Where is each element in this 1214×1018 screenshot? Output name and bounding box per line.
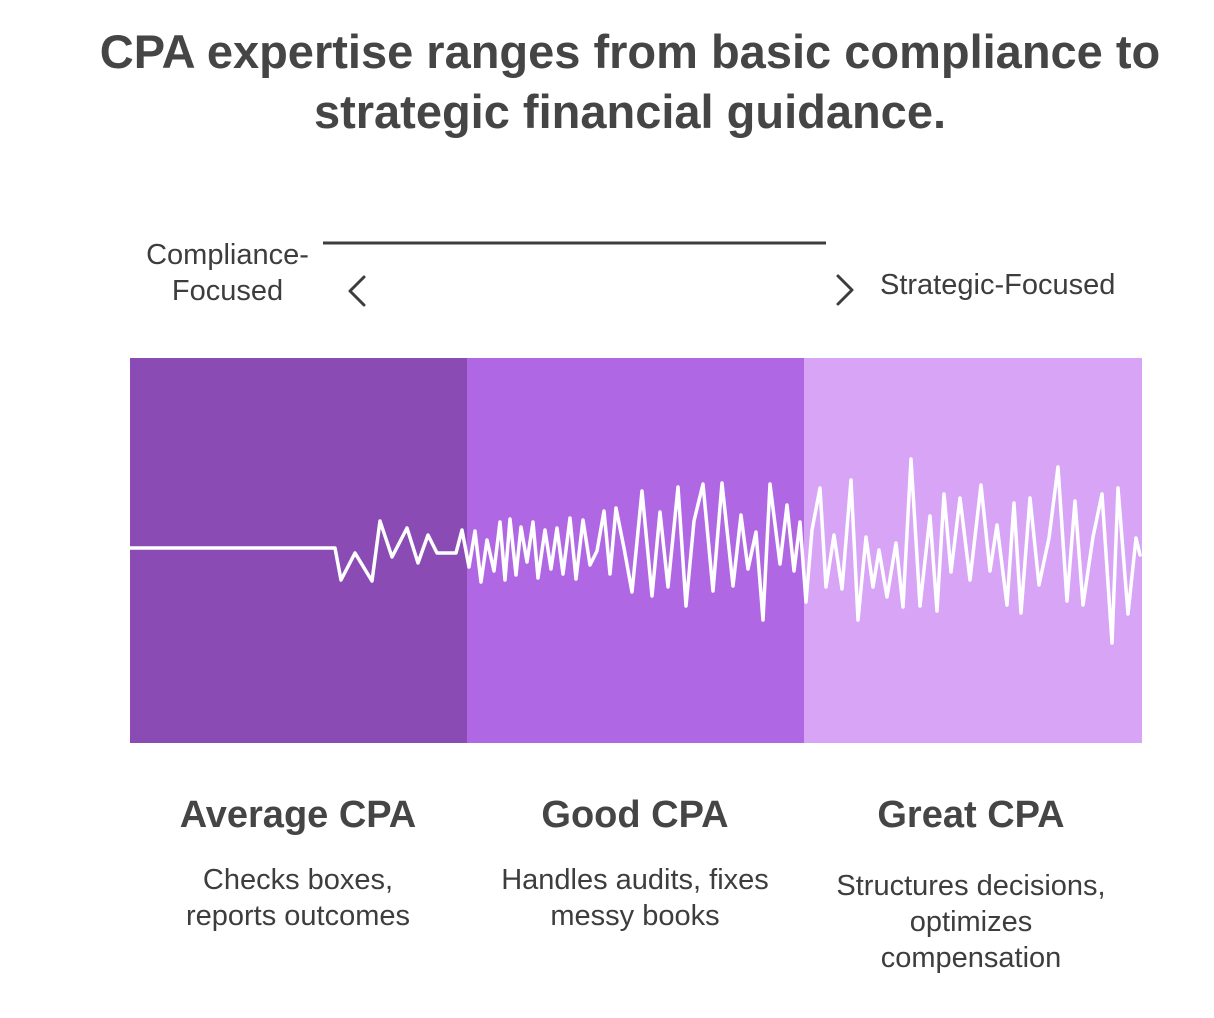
column-great-cpa: Great CPA Structures decisions, optimize…	[806, 790, 1136, 976]
title-line-2: strategic financial guidance.	[313, 85, 947, 138]
column-description-line: compensation	[880, 942, 1062, 974]
column-heading: Good CPA	[541, 794, 729, 836]
axis-left-label-line-1: Compliance-	[146, 239, 309, 271]
column-good-cpa: Good CPA Handles audits, fixes messy boo…	[470, 790, 800, 934]
column-heading: Great CPA	[877, 794, 1065, 836]
title-line-1: CPA expertise ranges from basic complian…	[99, 25, 1161, 78]
band-average-cpa	[130, 358, 467, 743]
column-description-line: reports outcomes	[185, 900, 411, 932]
axis-left-label: Compliance- Focused	[130, 237, 325, 309]
column-heading: Average CPA	[179, 794, 417, 836]
column-description-line: optimizes	[909, 906, 1033, 938]
column-description-line: Handles audits, fixes	[501, 864, 769, 896]
page-title: CPA expertise ranges from basic complian…	[40, 22, 1214, 142]
column-description-line: Structures decisions,	[836, 870, 1106, 902]
axis-graphic	[323, 241, 854, 307]
axis-right-label: Strategic-Focused	[880, 269, 1116, 301]
signal-wave	[128, 457, 1142, 645]
column-description: Structures decisions, optimizes compensa…	[806, 868, 1136, 976]
signal-wave-graphic	[0, 0, 1214, 760]
column-description: Handles audits, fixes messy books	[470, 862, 800, 934]
column-description-line: messy books	[550, 900, 720, 932]
chevron-right-icon	[836, 274, 854, 306]
column-description: Checks boxes, reports outcomes	[133, 862, 463, 934]
chevron-left-icon	[348, 275, 366, 307]
column-average-cpa: Average CPA Checks boxes, reports outcom…	[133, 790, 463, 934]
column-description-line: Checks boxes,	[202, 864, 394, 896]
axis-left-label-line-2: Focused	[171, 275, 284, 307]
